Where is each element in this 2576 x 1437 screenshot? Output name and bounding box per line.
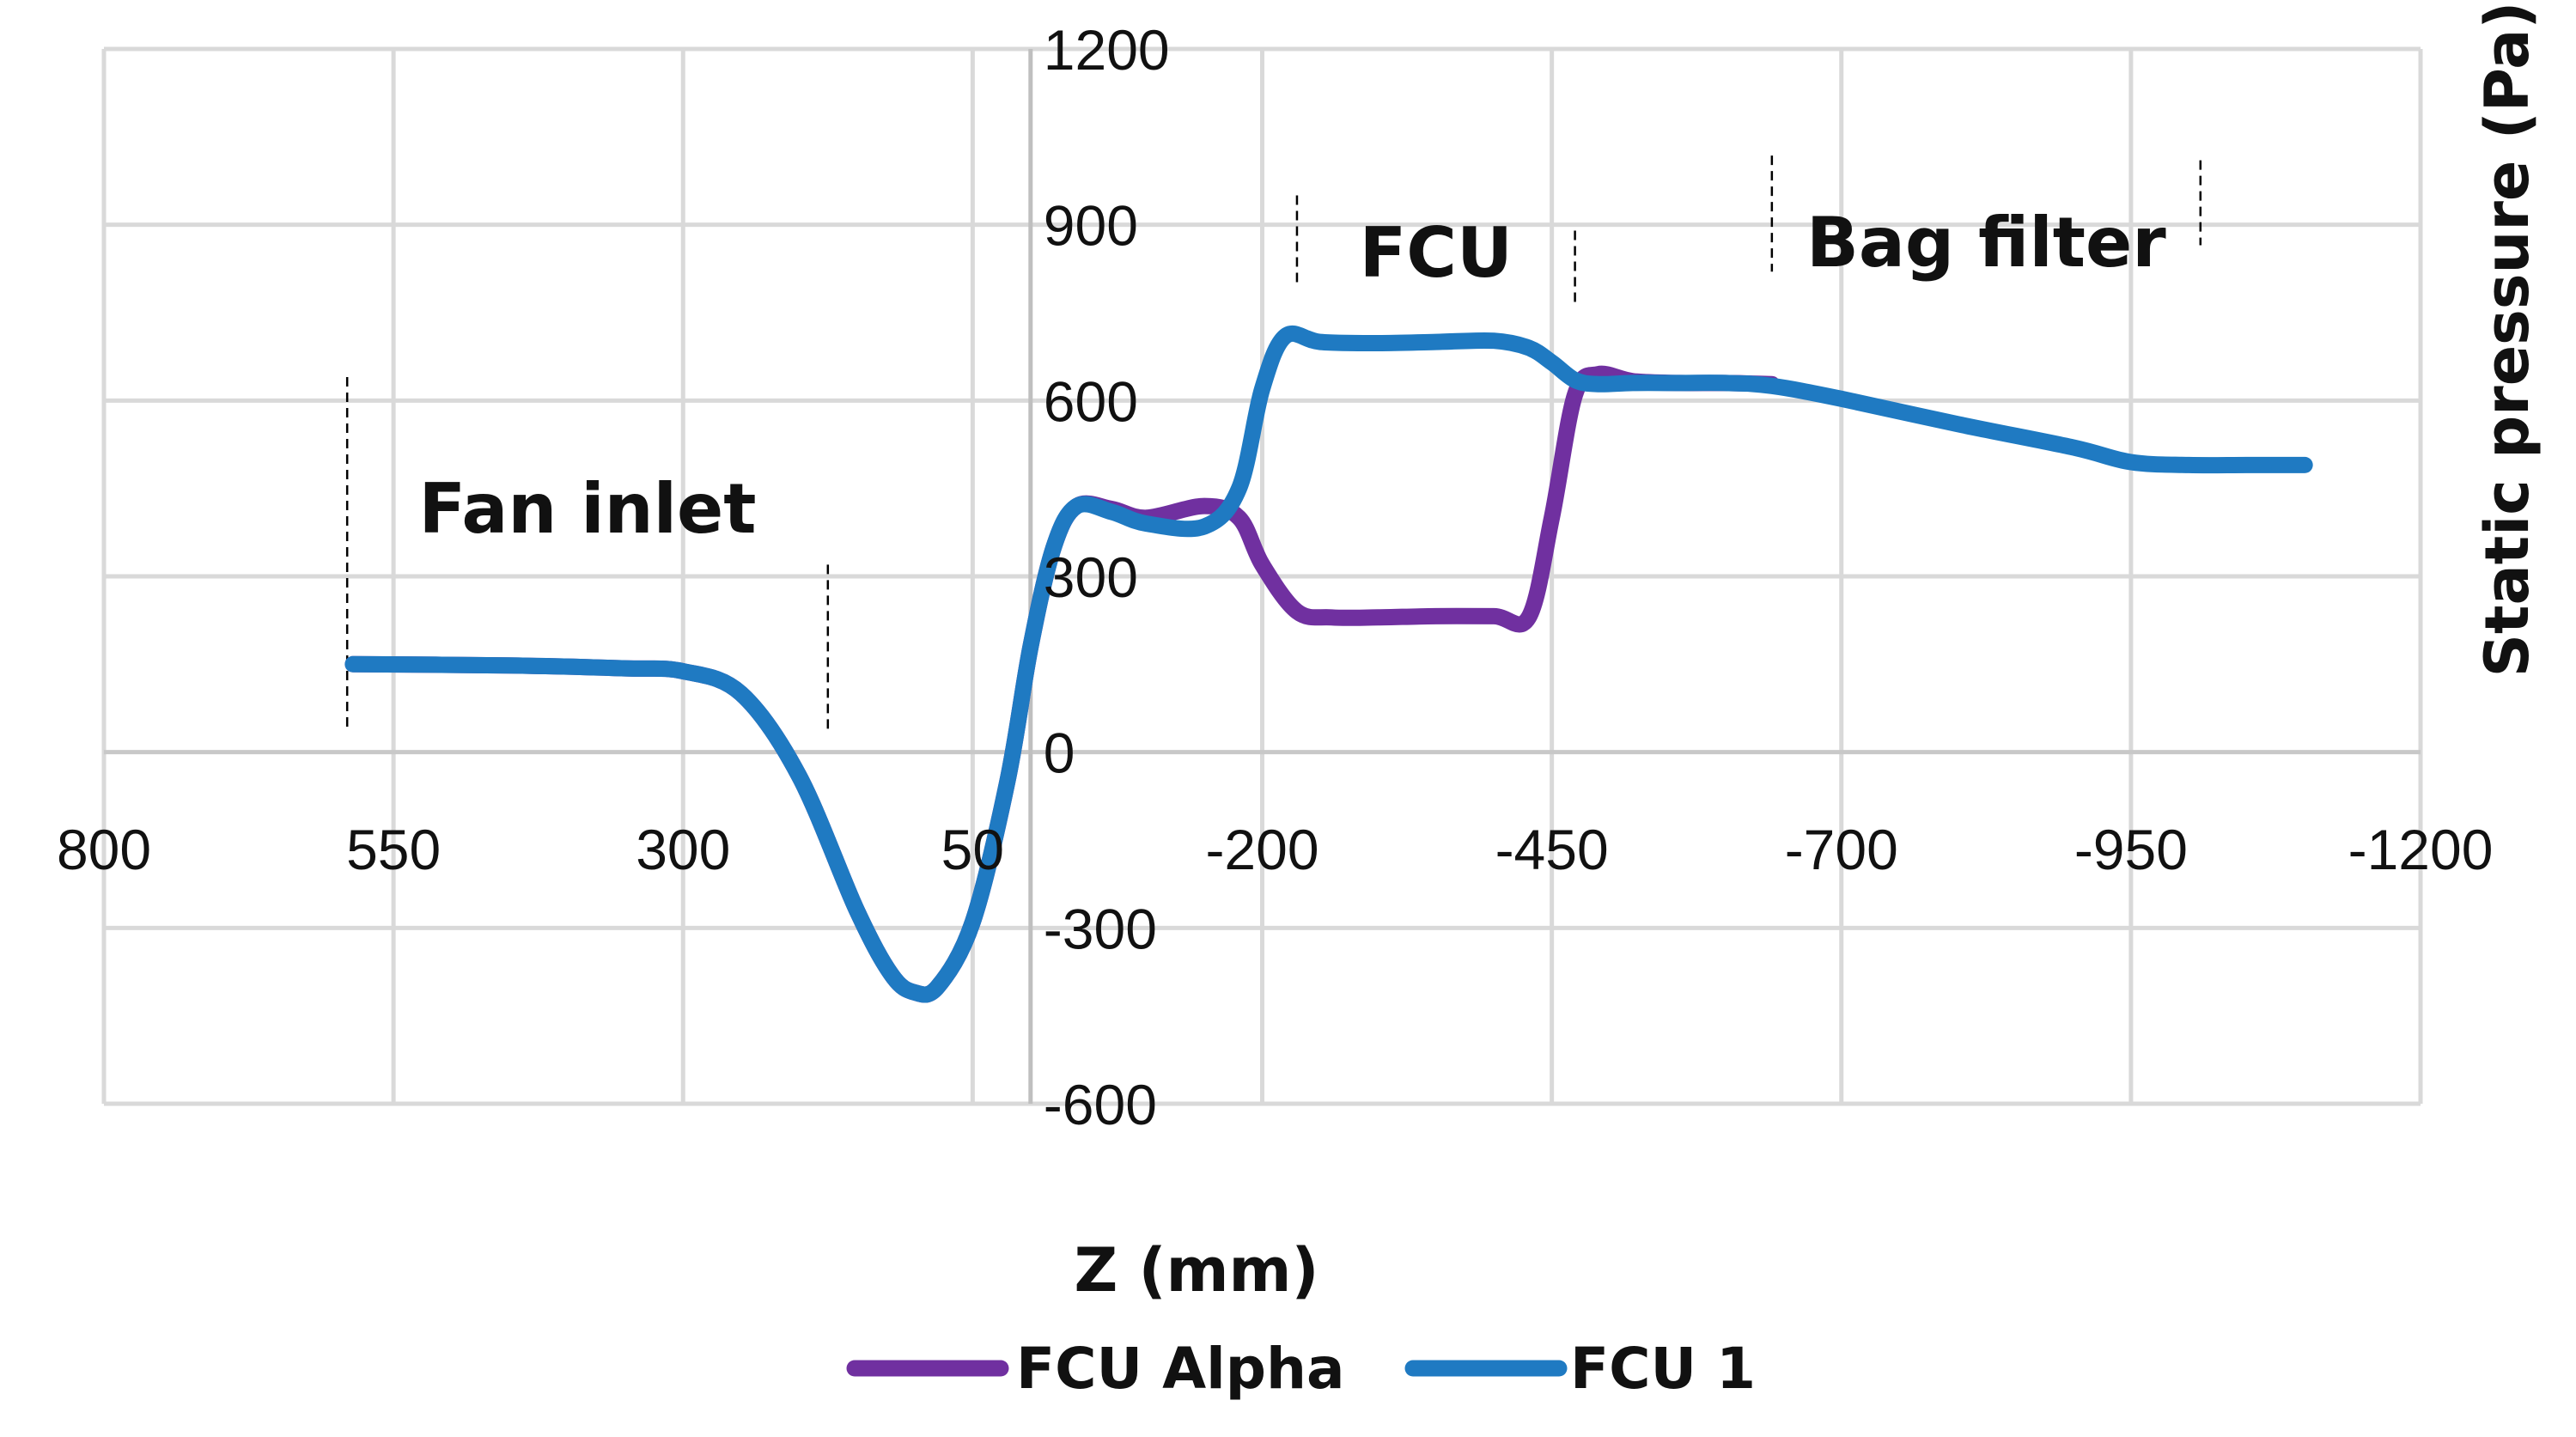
x-tick-label: 550 <box>346 818 441 881</box>
x-tick-label: 300 <box>636 818 730 881</box>
region-label-bag-filter: Bag filter <box>1806 203 2166 283</box>
x-tick-label: -1200 <box>2348 818 2494 881</box>
region-label-fan-inlet: Fan inlet <box>418 469 756 549</box>
y-tick-label: 600 <box>1044 369 1138 433</box>
y-tick-label: -300 <box>1044 897 1157 960</box>
x-tick-label: -450 <box>1495 818 1609 881</box>
y-tick-label: 1200 <box>1044 18 1170 82</box>
tick-labels: 800 550 300 50 -200 -450 -700 -950 -1200 -600 -300… <box>57 18 2493 1136</box>
legend-label-fcu-alpha: FCU Alpha <box>1016 1336 1345 1402</box>
y-tick-label: 900 <box>1044 194 1138 258</box>
y-axis-title: Static pressure (Pa) <box>2472 2 2543 678</box>
y-tick-label: 0 <box>1044 722 1075 785</box>
x-tick-label: 800 <box>57 818 151 881</box>
series-lines <box>344 325 2313 1003</box>
region-label-fcu: FCU <box>1360 213 1513 293</box>
legend-label-fcu-1: FCU 1 <box>1570 1336 1756 1402</box>
x-tick-label: -200 <box>1205 818 1318 881</box>
x-axis-title: Z (mm) <box>1075 1235 1319 1306</box>
region-dividers <box>345 155 2202 729</box>
y-tick-label: -600 <box>1044 1073 1157 1136</box>
legend: FCU Alpha FCU 1 <box>846 1336 1756 1402</box>
y-tick-label: 300 <box>1044 545 1138 609</box>
series-line-fcu-1 <box>344 325 2313 1003</box>
x-tick-label: -950 <box>2074 818 2188 881</box>
region-labels: Fan inlet FCU Bag filter <box>418 203 2166 549</box>
x-tick-label: -700 <box>1785 818 1898 881</box>
x-tick-label: 50 <box>941 818 1004 881</box>
